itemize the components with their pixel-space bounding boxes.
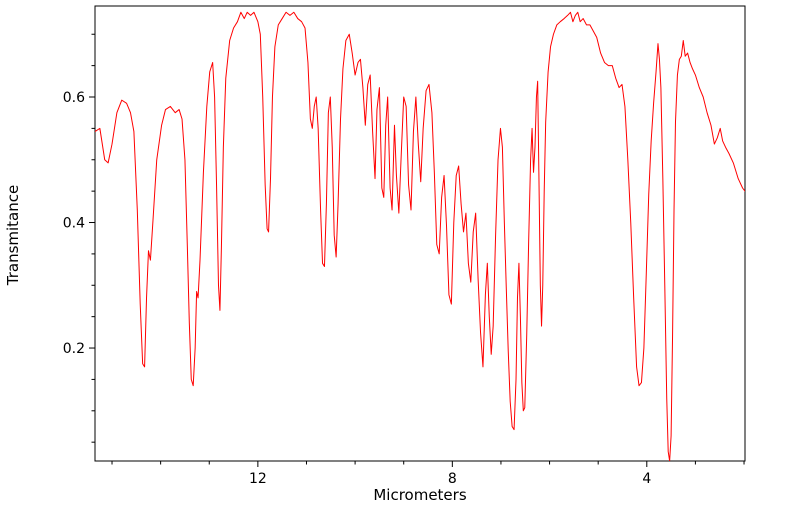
y-tick-label: 0.4 <box>63 216 85 232</box>
x-axis-label: Micrometers <box>373 486 467 504</box>
y-tick-label: 0.6 <box>63 90 85 106</box>
x-tick-label: 12 <box>249 471 267 487</box>
plot-frame <box>94 5 746 462</box>
x-tick-label: 8 <box>448 471 457 487</box>
y-axis-label: Transmitance <box>4 184 22 286</box>
x-tick-label: 4 <box>642 471 651 487</box>
y-tick-label: 0.2 <box>63 341 85 357</box>
spectrum-line <box>95 11 745 461</box>
